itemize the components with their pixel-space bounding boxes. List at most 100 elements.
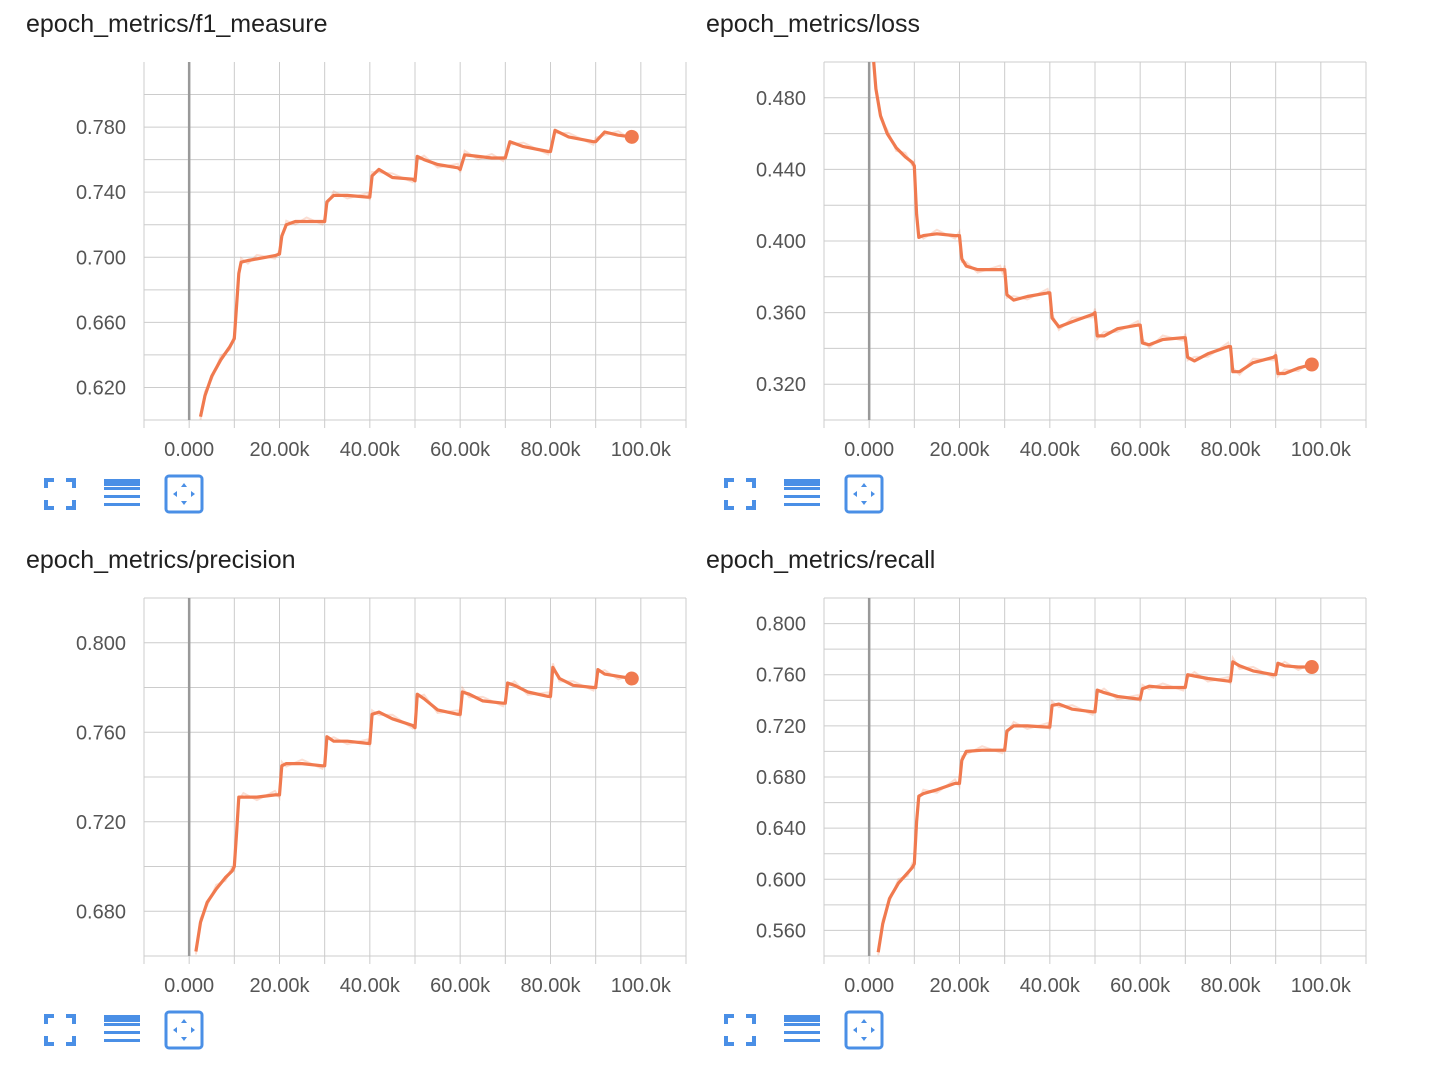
fit-arrows (173, 1019, 195, 1041)
fit-domain-icon-glyph (844, 474, 884, 514)
list-bar (104, 1015, 140, 1022)
list-icon-glyph (104, 479, 140, 506)
chart-panel-recall: epoch_metrics/recall 0.560 0.600 0.640 0.68… (680, 536, 1380, 1066)
x-tick-label: 60.00k (1110, 439, 1171, 461)
list-bar (104, 479, 140, 486)
y-tick-label: 0.760 (76, 722, 126, 744)
x-tick-label: 0.000 (164, 975, 214, 997)
y-tick-label: 0.320 (756, 374, 806, 396)
fit-domain-icon[interactable] (844, 474, 884, 514)
y-tick-label: 0.360 (756, 303, 806, 325)
x-tick-label: 0.000 (164, 439, 214, 461)
x-tick-label: 20.00k (249, 439, 310, 461)
chart-panel-precision: epoch_metrics/precision 0.680 0.720 0.760 0… (0, 536, 700, 1066)
list-bar (784, 1015, 820, 1022)
list-bar (104, 495, 140, 498)
line-chart[interactable]: 0.320 0.360 0.400 0.440 0.480 0.000 20.00k 40.0… (680, 0, 1380, 470)
series-line (198, 128, 632, 418)
grid (823, 597, 1367, 957)
list-bar (104, 503, 140, 506)
line-chart[interactable]: 0.680 0.720 0.760 0.800 0.000 20.00k 40.00k 60.… (0, 536, 700, 1006)
x-tick-label: 60.00k (430, 975, 491, 997)
list-icon[interactable] (102, 1010, 142, 1050)
x-tick-label: 100.0k (1291, 975, 1352, 997)
fit-frame (844, 474, 884, 514)
list-icon[interactable] (102, 474, 142, 514)
fullscreen-icon-glyph (724, 1014, 756, 1046)
x-tick-label: 100.0k (611, 975, 672, 997)
fullscreen-glyph (44, 478, 76, 510)
grid (143, 597, 687, 957)
fit-domain-icon[interactable] (164, 474, 204, 514)
x-tick-label: 100.0k (1291, 439, 1352, 461)
list-bar (784, 1031, 820, 1034)
x-tick-label: 20.00k (929, 975, 990, 997)
last-value-point (1304, 357, 1319, 372)
last-value-point (624, 671, 639, 686)
chart-panel-f1-measure: epoch_metrics/f1_measure 0.620 0.660 0.700… (0, 0, 700, 530)
x-tick-label: 80.00k (520, 439, 581, 461)
y-tick-label: 0.800 (756, 614, 806, 636)
y-tick-label: 0.480 (756, 88, 806, 110)
chart-title: epoch_metrics/loss (706, 10, 920, 38)
fullscreen-glyph (724, 478, 756, 510)
x-tick-label: 60.00k (1110, 975, 1171, 997)
fit-domain-icon[interactable] (164, 1010, 204, 1050)
raw-series-line (872, 64, 1313, 379)
fit-frame (164, 1010, 204, 1050)
x-tick-label: 40.00k (340, 439, 401, 461)
fullscreen-icon[interactable] (720, 1010, 760, 1050)
y-tick-label: 0.740 (76, 182, 126, 204)
x-tick-label: 40.00k (1020, 975, 1081, 997)
fit-domain-icon-glyph (164, 474, 204, 514)
y-tick-label: 0.720 (76, 812, 126, 834)
chart-title: epoch_metrics/recall (706, 546, 936, 574)
fullscreen-icon[interactable] (40, 474, 80, 514)
y-tick-label: 0.600 (756, 869, 806, 891)
x-tick-label: 80.00k (1200, 975, 1261, 997)
last-value-point (624, 129, 639, 144)
fit-frame (164, 474, 204, 514)
y-tick-label: 0.700 (76, 247, 126, 269)
list-icon-glyph (784, 1015, 820, 1042)
fit-arrows (853, 483, 875, 505)
list-bar (104, 487, 140, 490)
line-chart[interactable]: 0.620 0.660 0.700 0.740 0.780 0.000 20.00k 40.0… (0, 0, 700, 470)
y-tick-label: 0.680 (756, 767, 806, 789)
fullscreen-glyph (44, 1014, 76, 1046)
list-icon-glyph (104, 1015, 140, 1042)
list-icon-glyph (784, 479, 820, 506)
grid (823, 61, 1367, 421)
list-bar (104, 1023, 140, 1026)
x-tick-label: 0.000 (844, 439, 894, 461)
y-tick-label: 0.680 (76, 901, 126, 923)
fit-domain-icon-glyph (844, 1010, 884, 1050)
list-bar (104, 1031, 140, 1034)
list-bar (784, 503, 820, 506)
x-tick-label: 40.00k (1020, 439, 1081, 461)
fit-frame (844, 1010, 884, 1050)
y-tick-label: 0.440 (756, 159, 806, 181)
x-tick-label: 60.00k (430, 439, 491, 461)
fullscreen-glyph (724, 1014, 756, 1046)
fullscreen-icon[interactable] (40, 1010, 80, 1050)
fullscreen-icon-glyph (724, 478, 756, 510)
fullscreen-icon-glyph (44, 1014, 76, 1046)
y-tick-label: 0.800 (76, 633, 126, 655)
series-line (194, 665, 633, 952)
fit-domain-icon-glyph (164, 1010, 204, 1050)
x-tick-label: 40.00k (340, 975, 401, 997)
x-tick-label: 20.00k (249, 975, 310, 997)
y-tick-label: 0.760 (756, 665, 806, 687)
y-tick-label: 0.560 (756, 920, 806, 942)
list-bar (784, 495, 820, 498)
y-tick-label: 0.780 (76, 117, 126, 139)
fullscreen-icon-glyph (44, 478, 76, 510)
list-icon[interactable] (782, 1010, 822, 1050)
list-icon[interactable] (782, 474, 822, 514)
x-tick-label: 0.000 (844, 975, 894, 997)
line-chart[interactable]: 0.560 0.600 0.640 0.680 0.720 0.760 0.800 0.000… (680, 536, 1380, 1006)
chart-title: epoch_metrics/precision (26, 546, 296, 574)
fullscreen-icon[interactable] (720, 474, 760, 514)
fit-domain-icon[interactable] (844, 1010, 884, 1050)
